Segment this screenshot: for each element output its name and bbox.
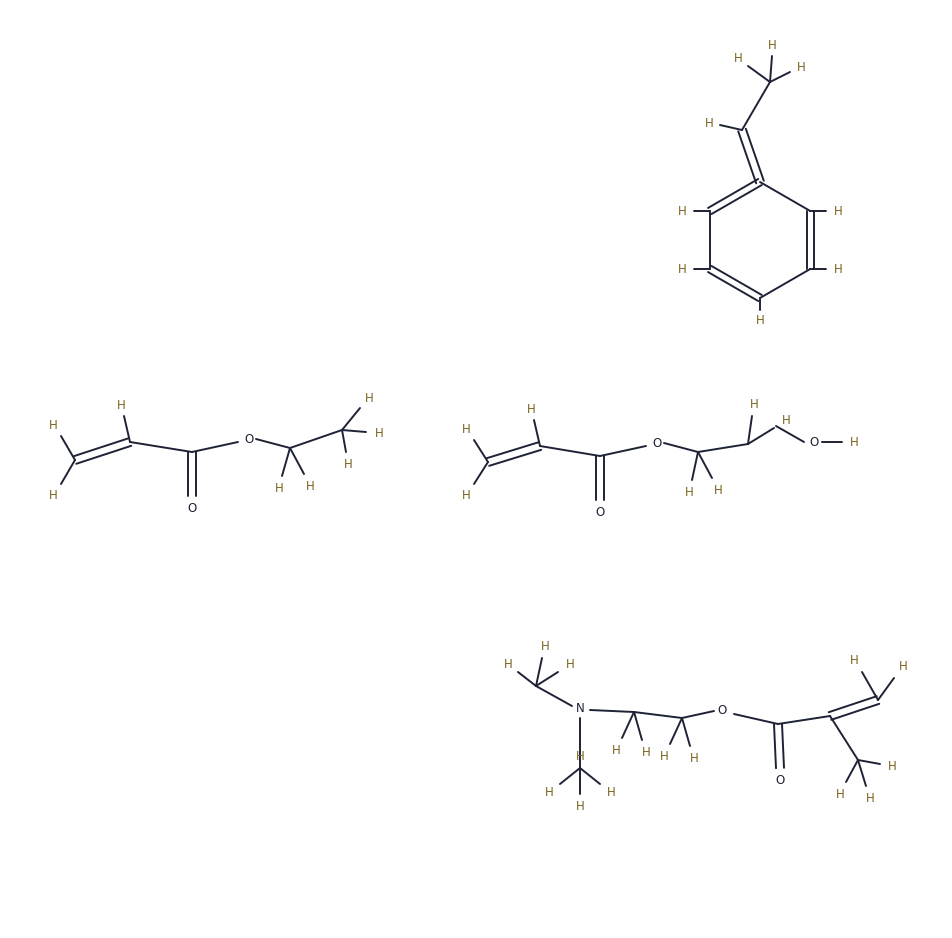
- Text: H: H: [887, 760, 897, 773]
- Text: H: H: [462, 422, 470, 435]
- Text: H: H: [678, 263, 686, 276]
- Text: O: O: [718, 704, 726, 718]
- Text: O: O: [188, 503, 197, 516]
- Text: H: H: [684, 486, 693, 498]
- Text: H: H: [899, 659, 907, 673]
- Text: O: O: [595, 507, 605, 520]
- Text: H: H: [344, 458, 352, 471]
- Text: N: N: [576, 702, 585, 715]
- Text: H: H: [714, 483, 723, 496]
- Text: H: H: [749, 398, 759, 411]
- Text: H: H: [526, 402, 535, 416]
- Text: O: O: [652, 436, 662, 449]
- Text: H: H: [767, 38, 777, 52]
- Text: H: H: [576, 799, 585, 812]
- Text: H: H: [117, 399, 126, 412]
- Text: H: H: [782, 414, 790, 427]
- Text: H: H: [834, 204, 843, 218]
- Text: H: H: [576, 749, 585, 763]
- Text: H: H: [365, 391, 373, 404]
- Text: H: H: [462, 489, 470, 502]
- Text: H: H: [756, 313, 764, 326]
- Text: H: H: [849, 435, 859, 448]
- Text: H: H: [865, 792, 874, 805]
- Text: H: H: [541, 640, 549, 653]
- Text: H: H: [689, 751, 699, 764]
- Text: H: H: [642, 746, 650, 759]
- Text: H: H: [504, 658, 512, 671]
- Text: H: H: [49, 418, 57, 431]
- Text: H: H: [704, 116, 713, 129]
- Text: H: H: [565, 658, 574, 671]
- Text: H: H: [660, 749, 668, 763]
- Text: O: O: [245, 432, 253, 446]
- Text: H: H: [611, 744, 621, 757]
- Text: O: O: [775, 775, 784, 788]
- Text: H: H: [678, 204, 686, 218]
- Text: H: H: [606, 786, 615, 799]
- Text: H: H: [734, 52, 743, 65]
- Text: H: H: [545, 786, 553, 799]
- Text: H: H: [836, 788, 844, 800]
- Text: H: H: [274, 481, 284, 494]
- Text: H: H: [49, 489, 57, 502]
- Text: H: H: [797, 60, 805, 73]
- Text: H: H: [375, 427, 384, 440]
- Text: H: H: [834, 263, 843, 276]
- Text: H: H: [849, 654, 859, 667]
- Text: H: H: [306, 479, 314, 492]
- Text: O: O: [809, 435, 819, 448]
